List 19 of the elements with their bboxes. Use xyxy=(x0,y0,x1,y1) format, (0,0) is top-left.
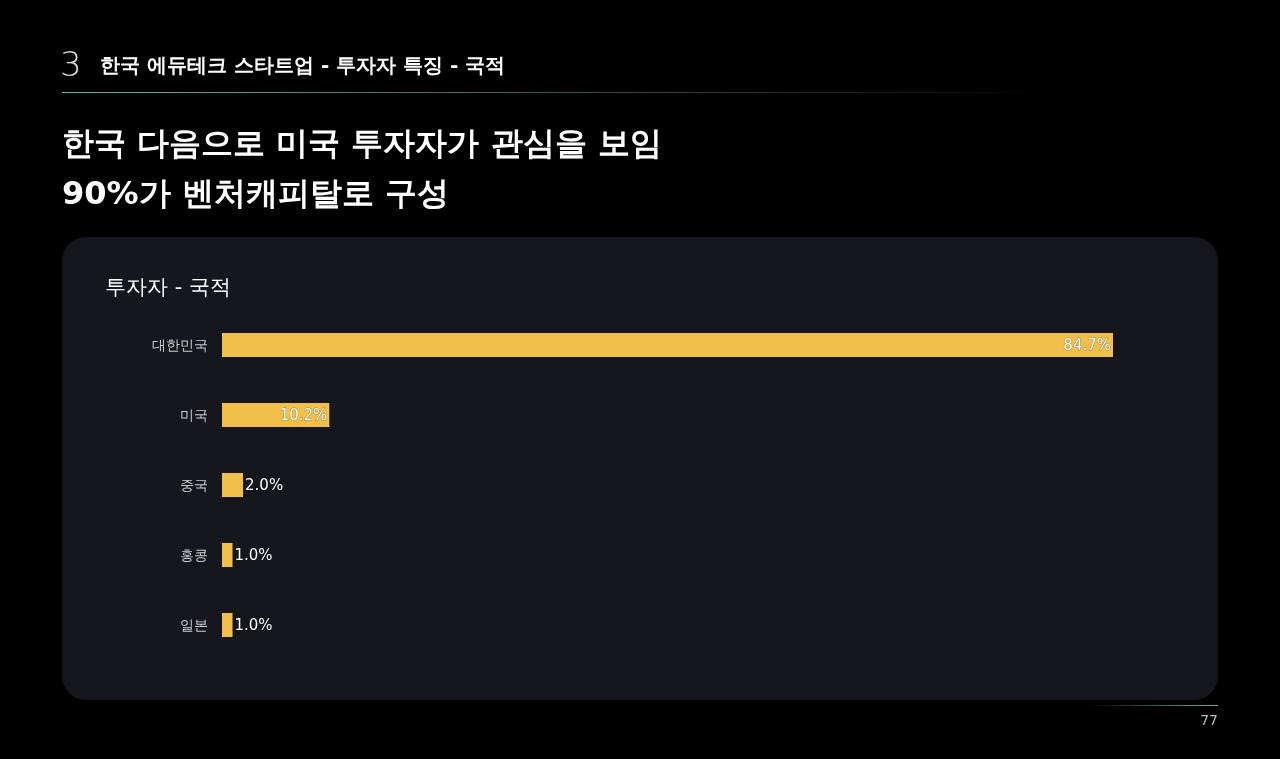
data-label: 1.0% xyxy=(234,546,273,564)
data-label: 10.2% xyxy=(279,406,328,424)
y-tick-label: 중국 xyxy=(180,477,208,493)
y-tick-label: 홍콩 xyxy=(180,547,208,563)
y-tick-label: 대한민국 xyxy=(152,337,208,353)
bar xyxy=(222,473,244,497)
text: 3 xyxy=(60,44,82,84)
data-label: 2.0% xyxy=(245,476,284,494)
x-axis-title: 투자자 - 국적 xyxy=(105,274,231,299)
data-label: 84.7% xyxy=(1063,336,1111,354)
bar xyxy=(222,613,233,637)
data-label: 1.0% xyxy=(234,616,273,634)
y-tick-label: 미국 xyxy=(180,407,208,423)
chart-title: 한국 에듀테크 스타트업 - 투자자 특징 - 국적 xyxy=(100,52,506,78)
chart-subtitle: 한국 다음으로 미국 투자자가 관심을 보임 90%가 벤처캐피탈로 구성 xyxy=(62,123,662,214)
text: 77 xyxy=(1200,712,1218,728)
y-tick-label: 일본 xyxy=(180,617,208,633)
bar xyxy=(222,543,233,567)
bar xyxy=(222,333,1113,357)
